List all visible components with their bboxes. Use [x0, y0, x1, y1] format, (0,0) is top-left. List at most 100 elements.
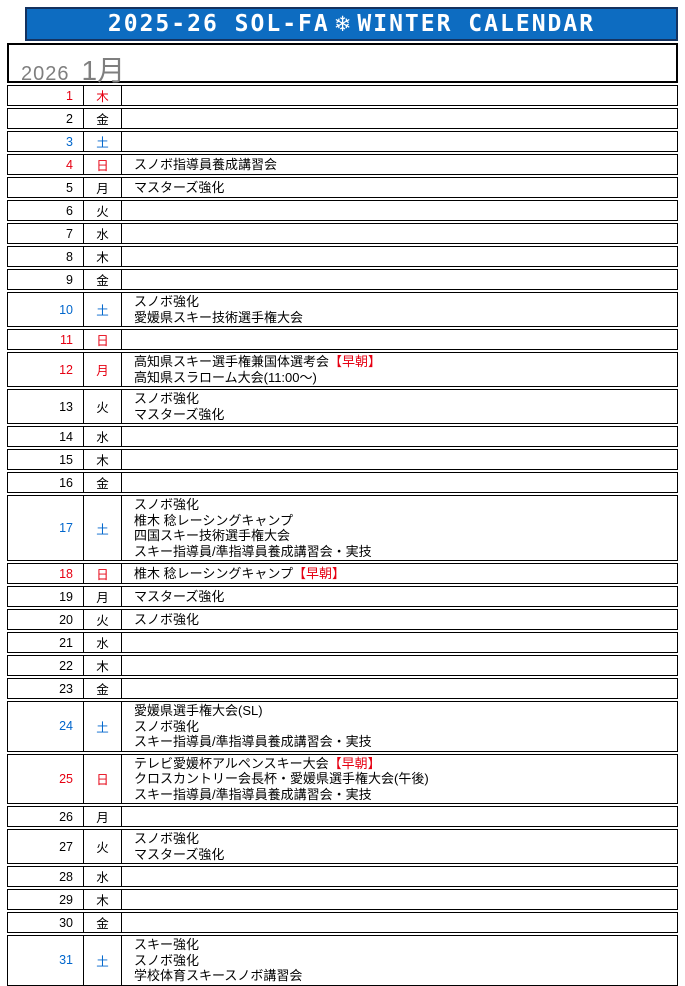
date-cell: 8: [8, 247, 84, 266]
event-line: 学校体育スキースノボ講習会: [134, 968, 303, 983]
weekday-cell: 木: [84, 450, 122, 469]
weekday-cell: 金: [84, 109, 122, 128]
weekday-cell: 月: [84, 587, 122, 606]
date-cell: 2: [8, 109, 84, 128]
weekday-cell: 土: [84, 702, 122, 751]
weekday-cell: 日: [84, 754, 122, 803]
calendar-day-row: 3 土: [7, 131, 678, 152]
date-cell: 25: [8, 754, 84, 803]
events-cell: [122, 132, 677, 151]
calendar-day-row: 20 火 スノボ強化: [7, 609, 678, 630]
event-line: スノボ強化: [134, 294, 200, 309]
weekday-cell: 土: [84, 936, 122, 985]
date-cell: 4: [8, 155, 84, 174]
year-label: 2026: [21, 63, 70, 85]
events-cell: [122, 867, 677, 886]
events-cell: [122, 450, 677, 469]
event-line: スキー指導員/準指導員養成講習会・実技: [134, 543, 372, 559]
title-right: WINTER CALENDAR: [357, 11, 596, 37]
weekday-cell: 日: [84, 564, 122, 583]
date-cell: 19: [8, 587, 84, 606]
events-cell: [122, 201, 677, 220]
weekday-cell: 日: [84, 330, 122, 349]
calendar-day-row: 19 月 マスターズ強化: [7, 586, 678, 607]
events-cell: [122, 270, 677, 289]
calendar-day-row: 31 土 スキー強化 スノボ強化 学校体育スキースノボ講習会: [7, 935, 678, 986]
weekday-cell: 木: [84, 247, 122, 266]
events-cell: [122, 679, 677, 698]
date-cell: 7: [8, 224, 84, 243]
event-line: 椎木 稔レーシングキャンプ: [134, 512, 293, 528]
event-line: スノボ強化: [134, 497, 200, 512]
events-cell: [122, 633, 677, 652]
calendar-day-row: 10 土 スノボ強化 愛媛県スキー技術選手権大会: [7, 292, 678, 327]
calendar-day-row: 23 金: [7, 678, 678, 699]
date-cell: 28: [8, 867, 84, 886]
event-line: スキー強化: [134, 937, 200, 952]
event-line: マスターズ強化: [134, 406, 225, 422]
date-cell: 5: [8, 178, 84, 197]
events-cell: [122, 86, 677, 105]
calendar-day-row: 1 木: [7, 85, 678, 106]
date-cell: 31: [8, 936, 84, 985]
calendar-day-row: 9 金: [7, 269, 678, 290]
events-cell: 椎木 稔レーシングキャンプ【早朝】: [122, 564, 677, 583]
calendar-day-row: 12 月 高知県スキー選手権兼国体選考会【早朝】 高知県スラローム大会(11:00…: [7, 352, 678, 387]
weekday-cell: 土: [84, 293, 122, 326]
date-cell: 6: [8, 201, 84, 220]
weekday-cell: 金: [84, 473, 122, 492]
calendar-day-row: 13 火 スノボ強化 マスターズ強化: [7, 389, 678, 424]
weekday-cell: 水: [84, 633, 122, 652]
date-cell: 18: [8, 564, 84, 583]
weekday-cell: 火: [84, 610, 122, 629]
event-line: 愛媛県選手権大会(SL): [134, 703, 263, 718]
date-cell: 9: [8, 270, 84, 289]
weekday-cell: 月: [84, 178, 122, 197]
event-line: スノボ強化: [134, 611, 200, 627]
date-cell: 1: [8, 86, 84, 105]
date-cell: 23: [8, 679, 84, 698]
date-cell: 17: [8, 496, 84, 560]
early-morning-badge: 【早朝】: [328, 755, 381, 771]
calendar-day-row: 4 日 スノボ指導員養成講習会: [7, 154, 678, 175]
date-cell: 16: [8, 473, 84, 492]
date-cell: 13: [8, 390, 84, 423]
calendar-day-row: 11 日: [7, 329, 678, 350]
calendar-day-row: 21 水: [7, 632, 678, 653]
calendar-day-row: 7 水: [7, 223, 678, 244]
events-cell: スノボ強化 マスターズ強化: [122, 830, 677, 863]
event-line: マスターズ強化: [134, 846, 225, 862]
weekday-cell: 土: [84, 496, 122, 560]
calendar-day-row: 24 土 愛媛県選手権大会(SL) スノボ強化 スキー指導員/準指導員養成講習会・実…: [7, 701, 678, 752]
calendar-table: 1 木 2 金 3 土 4 日 スノボ指導員養成講習会 5 月 マスターズ強化 …: [7, 85, 678, 986]
weekday-cell: 金: [84, 679, 122, 698]
calendar-day-row: 25 日 テレビ愛媛杯アルペンスキー大会【早朝】 クロスカントリー会長杯・愛媛県選…: [7, 753, 678, 804]
month-label: 1月: [81, 55, 126, 86]
events-cell: [122, 247, 677, 266]
events-cell: [122, 109, 677, 128]
date-cell: 22: [8, 656, 84, 675]
events-cell: [122, 224, 677, 243]
events-cell: スノボ強化: [122, 610, 677, 629]
events-cell: スキー強化 スノボ強化 学校体育スキースノボ講習会: [122, 936, 677, 985]
month-header: 2026 1月: [7, 43, 678, 86]
events-cell: [122, 656, 677, 675]
calendar-day-row: 8 木: [7, 246, 678, 267]
events-cell: スノボ強化 椎木 稔レーシングキャンプ 四国スキー技術選手権大会 スキー指導員/準指導…: [122, 496, 677, 560]
event-line: スノボ指導員養成講習会: [134, 156, 278, 172]
events-cell: [122, 330, 677, 349]
date-cell: 30: [8, 913, 84, 932]
title-left: 2025-26 SOL-FA: [107, 11, 330, 37]
calendar-title-bar: 2025-26 SOL-FA ❄ WINTER CALENDAR: [25, 7, 678, 41]
calendar-day-row: 17 土 スノボ強化 椎木 稔レーシングキャンプ 四国スキー技術選手権大会 スキー指導…: [7, 495, 678, 561]
date-cell: 10: [8, 293, 84, 326]
date-cell: 29: [8, 890, 84, 909]
weekday-cell: 火: [84, 830, 122, 863]
calendar-day-row: 6 火: [7, 200, 678, 221]
events-cell: [122, 890, 677, 909]
date-cell: 21: [8, 633, 84, 652]
events-cell: 高知県スキー選手権兼国体選考会【早朝】 高知県スラローム大会(11:00〜): [122, 353, 677, 386]
event-line: 椎木 稔レーシングキャンプ【早朝】: [134, 565, 345, 581]
weekday-cell: 金: [84, 270, 122, 289]
events-cell: マスターズ強化: [122, 178, 677, 197]
